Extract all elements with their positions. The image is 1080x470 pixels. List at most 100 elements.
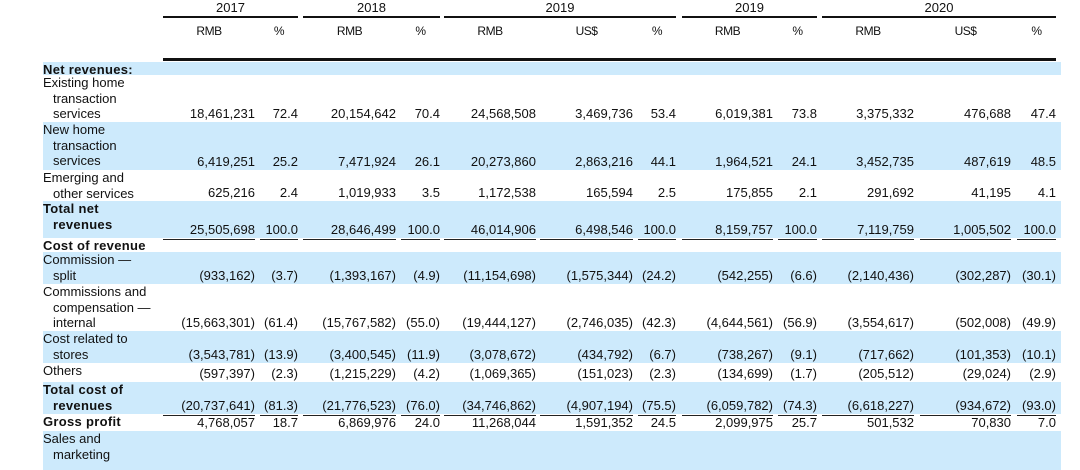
table-cell: 47.4 xyxy=(1030,106,1056,121)
table-cell: (42.3) xyxy=(642,315,676,330)
row-label: Cost related to stores xyxy=(43,331,161,362)
row-label-line: services xyxy=(53,106,101,121)
table-cell: (1,575,344) xyxy=(566,268,634,283)
table-cell: (20,737,641) xyxy=(163,398,255,416)
table-cell: 73.8 xyxy=(791,106,817,121)
table-cell: (3.7) xyxy=(271,268,298,283)
table-cell: (11,154,698) xyxy=(463,268,536,283)
row-label-line: Cost of revenue xyxy=(43,238,146,253)
table-cell: 3,375,332 xyxy=(856,106,914,121)
table-cell: (11.9) xyxy=(407,347,440,362)
row-label-line: transaction xyxy=(53,90,117,106)
column-subheader: RMB xyxy=(336,24,363,38)
year-header: 2018 xyxy=(303,0,440,18)
table-cell: 25.2 xyxy=(272,154,298,169)
table-cell: (93.0) xyxy=(1017,398,1056,416)
table-cell: 100.0 xyxy=(778,222,817,240)
table-cell: (934,672) xyxy=(920,398,1011,416)
table-cell: 100.0 xyxy=(260,222,298,240)
row-label-line: marketing xyxy=(53,446,111,462)
table-row: Total net revenues 25,505,698 100.0 28,646,4… xyxy=(43,201,1061,240)
table-cell: (6,059,782) xyxy=(682,398,773,416)
row-label-line: Existing home xyxy=(43,75,125,90)
table-row: Sales and marketing xyxy=(43,431,1061,470)
table-cell: 7,471,924 xyxy=(338,154,396,169)
table-cell: 26.1 xyxy=(414,154,440,169)
row-label-line: internal xyxy=(53,315,96,330)
table-row: New home transaction services 6,419,251 25.2… xyxy=(43,122,1061,170)
row-label: Commissions and compensation — internal xyxy=(43,284,161,331)
column-subheader: RMB xyxy=(196,24,222,38)
table-cell: (56.9) xyxy=(783,315,817,330)
table-cell: 487,619 xyxy=(964,154,1011,169)
table-row: Cost related to stores (3,543,781) (13.9) (3… xyxy=(43,331,1061,363)
row-label-line: transaction xyxy=(53,137,117,153)
column-subheader: % xyxy=(792,24,803,38)
table-cell: (2,746,035) xyxy=(566,315,634,330)
table-cell: (15,767,582) xyxy=(322,315,396,330)
table-cell: (434,792) xyxy=(577,347,633,362)
table-row: Commissions and compensation — internal (15… xyxy=(43,284,1061,331)
table-cell: 100.0 xyxy=(1017,222,1056,240)
column-subheader: % xyxy=(415,24,426,38)
table-cell: 46,014,906 xyxy=(444,222,536,240)
row-label: Emerging and other services xyxy=(43,170,161,201)
column-subheader: US$ xyxy=(954,24,977,38)
table-cell: (76.0) xyxy=(401,398,440,416)
table-cell: 24.1 xyxy=(791,154,817,169)
table-cell: (10.1) xyxy=(1022,347,1056,362)
table-cell: (3,554,617) xyxy=(847,315,915,330)
row-label-line: compensation — xyxy=(53,299,151,315)
table-row: Total cost of revenues (20,737,641) (81.3)(… xyxy=(43,382,1061,416)
table-cell: 100.0 xyxy=(638,222,676,240)
header-divider xyxy=(163,58,1056,61)
table-cell: (15,663,301) xyxy=(181,315,255,330)
row-label-line: Net revenues: xyxy=(43,62,133,77)
year-header: 2019 xyxy=(444,0,676,18)
table-cell: (6,618,227) xyxy=(822,398,914,416)
table-cell: (302,287) xyxy=(955,268,1011,283)
row-label-line: Others xyxy=(43,363,83,378)
table-cell: (3,078,672) xyxy=(469,347,537,362)
column-subheader: % xyxy=(273,24,285,38)
table-cell: (717,662) xyxy=(858,347,914,362)
table-cell: (49.9) xyxy=(1022,315,1056,330)
row-label: Total cost of revenues xyxy=(43,382,161,413)
table-cell: 18,461,231 xyxy=(189,106,255,121)
table-cell: (24.2) xyxy=(642,268,676,283)
year-header: 2019 xyxy=(682,0,817,18)
row-label-line: Gross profit xyxy=(43,414,121,429)
year-header: 2020 xyxy=(822,0,1056,18)
table-row: Existing home transaction services 18,461,2… xyxy=(43,75,1061,122)
row-label-line: New home xyxy=(43,122,106,137)
table-cell: 2,863,216 xyxy=(575,154,633,169)
table-cell: (74.3) xyxy=(778,398,817,416)
table-cell: (34,746,862) xyxy=(444,398,536,416)
row-label-line: split xyxy=(53,267,77,283)
table-cell: 28,646,499 xyxy=(303,222,396,240)
table-row: Net revenues: xyxy=(43,62,1061,77)
table-row: Commission — split (933,162) (3.7) (1,393,16… xyxy=(43,252,1061,284)
table-cell: (738,267) xyxy=(717,347,773,362)
table-cell: 3,469,736 xyxy=(575,106,633,121)
column-subheader: % xyxy=(1031,24,1042,38)
table-cell: 72.4 xyxy=(272,106,298,121)
table-cell: 3,452,735 xyxy=(856,154,914,169)
column-subheader: RMB xyxy=(855,24,881,38)
row-label-line: Cost related to xyxy=(43,331,128,346)
table-cell: (4,907,194) xyxy=(540,398,633,416)
table-cell: (3,400,545) xyxy=(329,347,397,362)
row-label-line: revenues xyxy=(53,397,113,413)
table-cell: (6.6) xyxy=(790,268,817,283)
table-cell: 44.1 xyxy=(650,154,676,169)
column-subheader: RMB xyxy=(477,24,503,38)
table-cell: 1,005,502 xyxy=(920,222,1011,240)
table-cell: (4.9) xyxy=(413,268,440,283)
table-cell: 70.4 xyxy=(414,106,440,121)
table-row: Emerging and other services 625,216 2.4 1,01… xyxy=(43,170,1061,203)
table-cell: (933,162) xyxy=(199,268,255,283)
column-subheader: RMB xyxy=(714,24,741,38)
row-label-line: Total net xyxy=(43,201,99,216)
row-label-line: Commissions and xyxy=(43,284,147,299)
row-label-line: other services xyxy=(53,185,134,201)
